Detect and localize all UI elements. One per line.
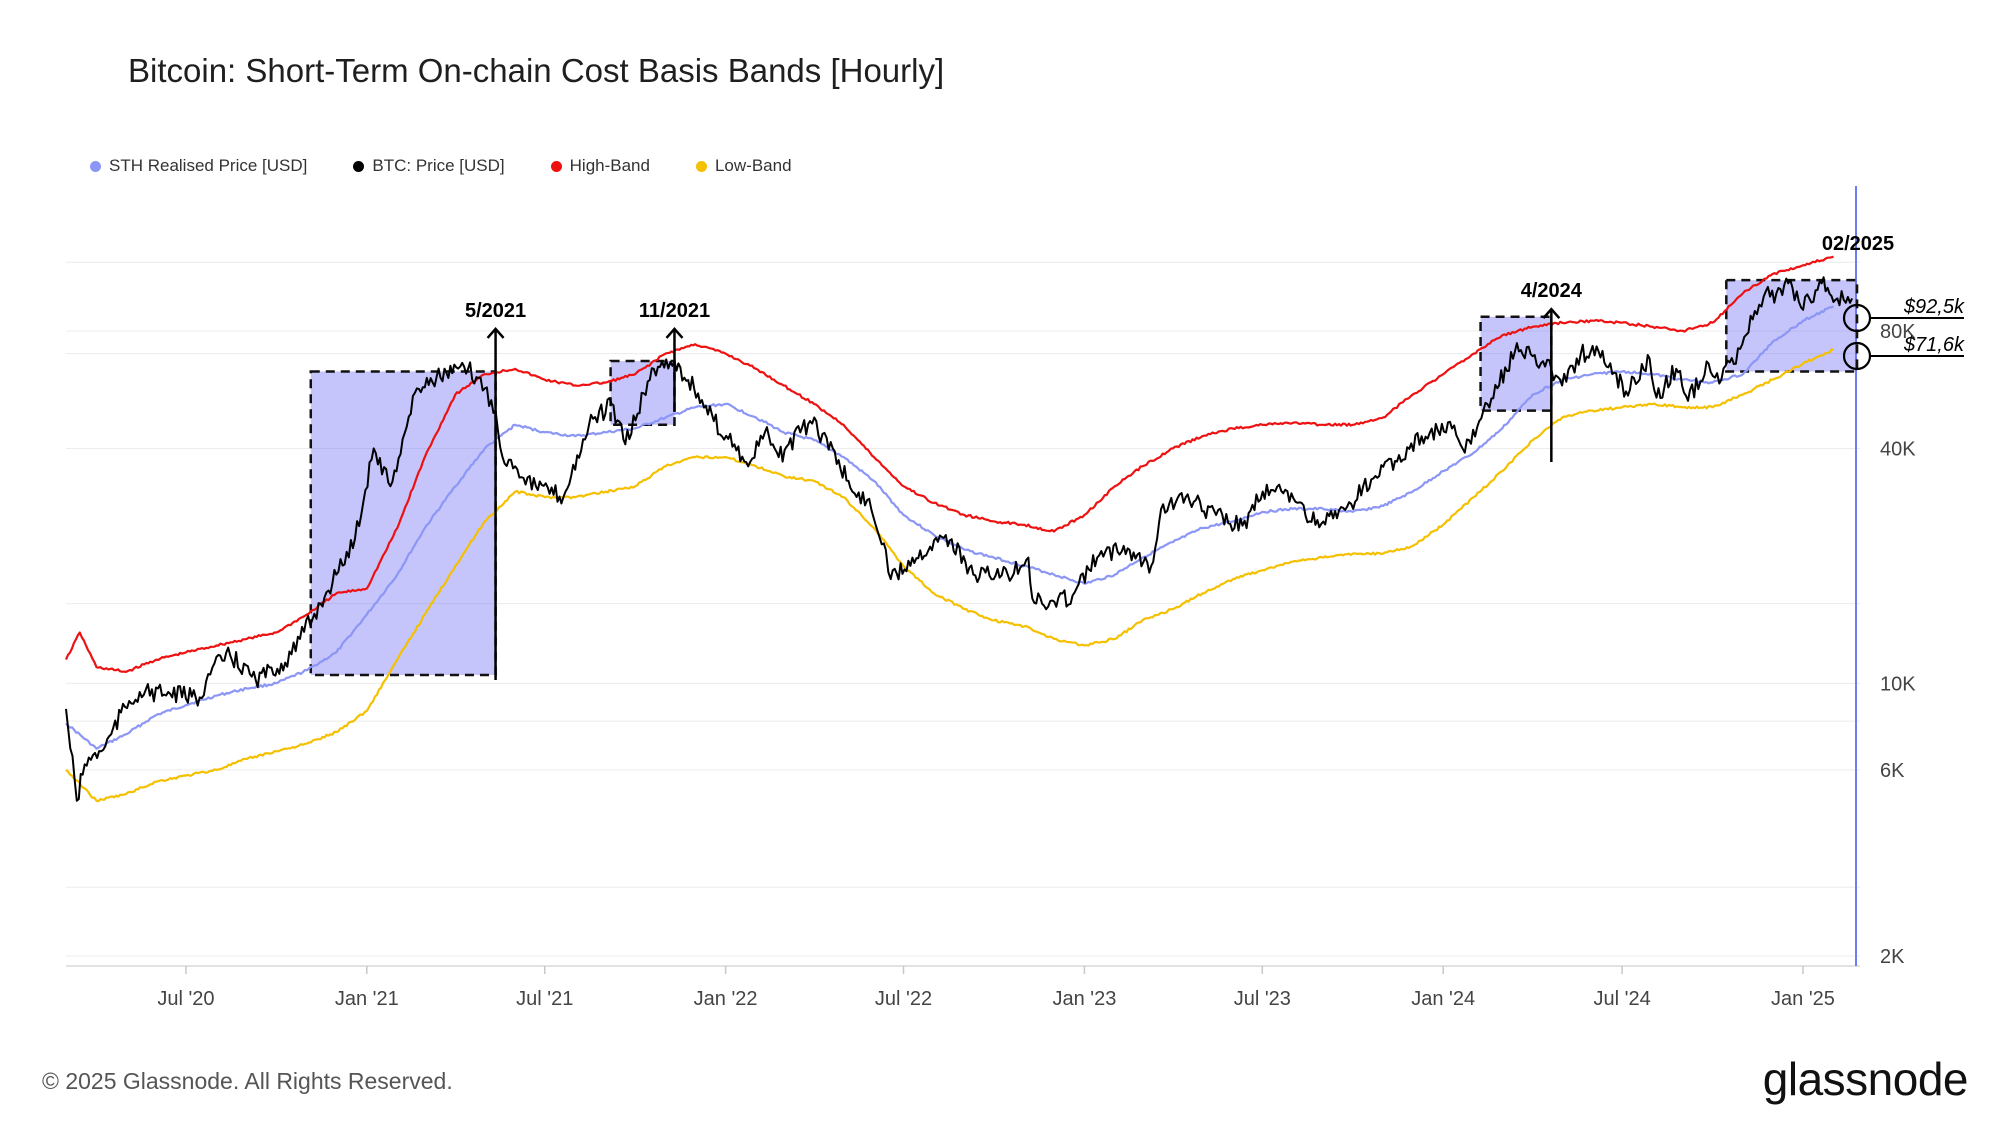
y-tick-label: 6K: [1880, 760, 1905, 782]
legend: STH Realised Price [USD] BTC: Price [USD…: [90, 156, 792, 176]
x-tick-label: Jan '25: [1771, 988, 1835, 1010]
annotation-label: 02/2025: [1822, 233, 1894, 255]
y-tick-label: 10K: [1880, 673, 1916, 695]
legend-dot-sth: [90, 160, 101, 172]
x-tick-label: Jan '24: [1411, 988, 1475, 1010]
highlight-box: [309, 370, 497, 677]
annotation-label: 5/2021: [465, 300, 526, 322]
legend-item-high-band[interactable]: High-Band: [550, 156, 650, 176]
y-tick-label: 40K: [1880, 438, 1916, 460]
value-labels: $92,5k $71,6k: [1842, 296, 1965, 371]
legend-item-price[interactable]: BTC: Price [USD]: [353, 156, 505, 176]
y-tick-label: 80K: [1880, 321, 1916, 343]
x-tick-label: Jul '22: [875, 988, 932, 1010]
legend-label-price: BTC: Price [USD]: [372, 156, 505, 175]
legend-dot-low-band: [695, 160, 707, 172]
legend-dot-price: [353, 160, 365, 172]
annotation-label: 4/2024: [1521, 280, 1583, 302]
legend-item-sth[interactable]: STH Realised Price [USD]: [90, 156, 307, 176]
x-axis: Jul '20 Jan '21 Jul '21 Jan '22 Jul '22 Jan '…: [66, 965, 1860, 1010]
annotation-arrow-head: [1542, 307, 1561, 320]
annotations: 5/2021 11/2021 4/2024 02/2025: [465, 233, 1894, 680]
x-tick-label: Jul '21: [516, 988, 573, 1010]
annotation-label: 11/2021: [639, 300, 710, 322]
x-tick-label: Jul '23: [1234, 988, 1291, 1010]
annotation-arrow-head: [486, 327, 505, 339]
legend-label-high-band: High-Band: [569, 156, 650, 175]
y-axis: 2K 6K 10K 40K 80K: [66, 261, 1916, 968]
copyright-text: © 2025 Glassnode. All Rights Reserved.: [42, 1068, 453, 1094]
legend-dot-high-band: [550, 160, 562, 172]
series-line: [64, 255, 1834, 673]
x-tick-label: Jan '21: [335, 988, 399, 1010]
y-tick-label: 2K: [1880, 946, 1905, 968]
series-line: [65, 348, 1834, 803]
highlight-boxes: [309, 278, 1859, 677]
legend-label-sth: STH Realised Price [USD]: [109, 156, 308, 175]
glassnode-logo: glassnode: [1762, 1053, 1969, 1105]
highlight-box: [1725, 278, 1859, 373]
x-tick-label: Jul '24: [1594, 988, 1651, 1010]
x-tick-label: Jan '23: [1052, 988, 1116, 1010]
legend-item-low-band[interactable]: Low-Band: [695, 156, 792, 176]
x-tick-label: Jul '20: [157, 988, 214, 1010]
chart-title: Bitcoin: Short-Term On-chain Cost Basis …: [128, 52, 945, 89]
x-tick-label: Jan '22: [694, 988, 758, 1010]
legend-label-low-band: Low-Band: [714, 156, 792, 175]
value-label: $71,6k: [1903, 334, 1965, 356]
value-label: $92,5k: [1903, 296, 1965, 318]
annotation-arrow-head: [665, 327, 684, 339]
